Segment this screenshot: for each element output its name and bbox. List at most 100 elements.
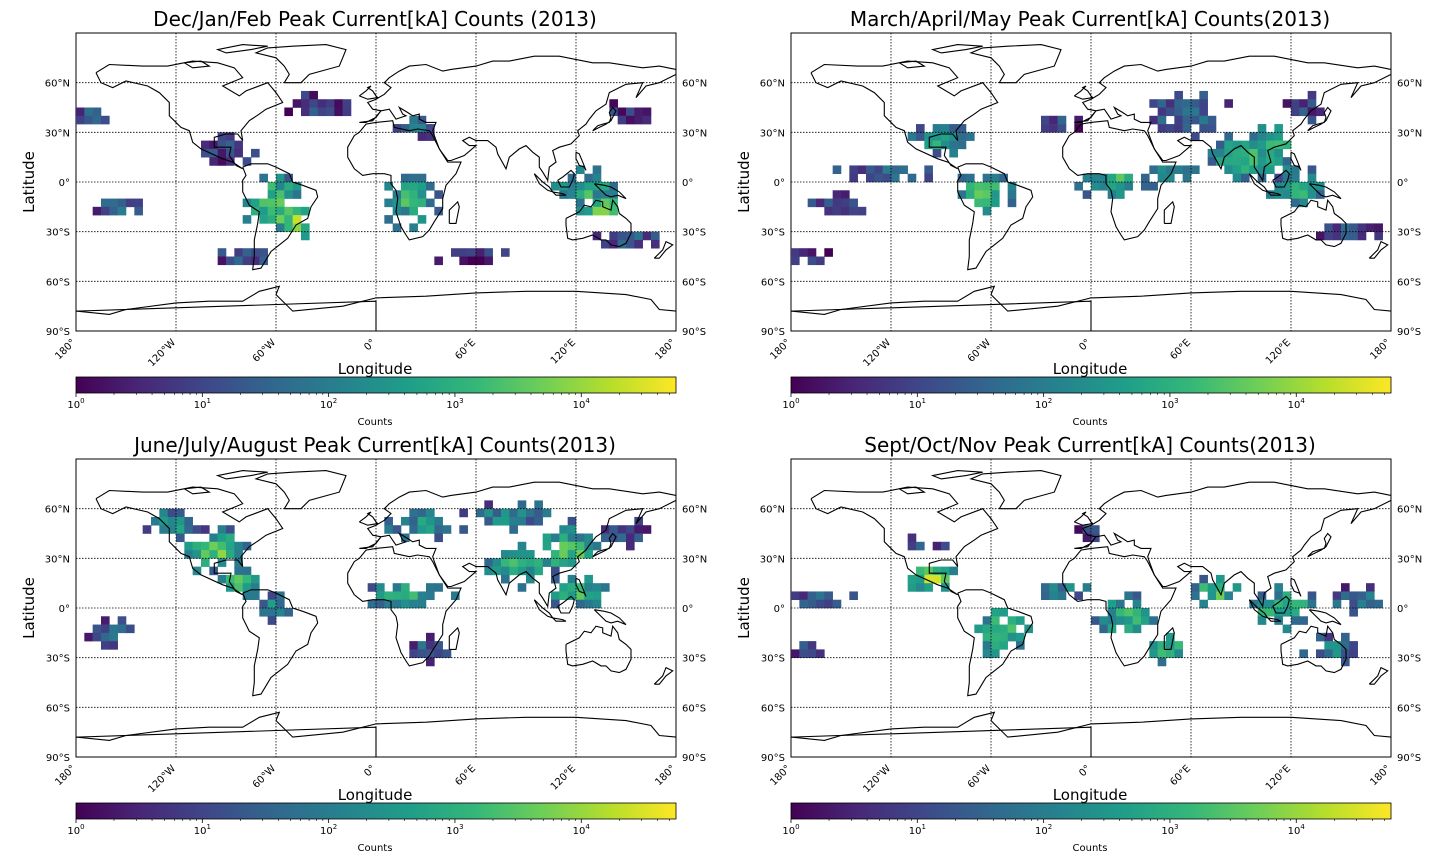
- heatmap-cell: [1266, 608, 1275, 617]
- heatmap-cell: [184, 550, 193, 559]
- x-tick-label: 0°: [1077, 763, 1093, 779]
- heatmap-cell: [417, 508, 427, 518]
- heatmap-cell: [966, 173, 975, 183]
- heatmap-cell: [567, 574, 577, 584]
- heatmap-cell: [1149, 649, 1158, 658]
- heatmap-cell: [982, 632, 992, 642]
- colorbar-tick-label: 100: [67, 397, 84, 411]
- heatmap-cell: [1124, 182, 1133, 191]
- heatmap-cell: [92, 107, 102, 117]
- heatmap-cell: [1249, 157, 1258, 166]
- heatmap-cell: [982, 182, 992, 191]
- heatmap-cell: [1274, 157, 1283, 166]
- heatmap-cell: [242, 541, 252, 551]
- heatmap-cell: [1149, 616, 1158, 625]
- heatmap-cell: [626, 231, 635, 241]
- heatmap-cell: [434, 525, 443, 534]
- coastline: [242, 589, 319, 697]
- coastline: [899, 486, 926, 495]
- heatmap-cell: [242, 198, 252, 208]
- heatmap-cell: [609, 198, 618, 208]
- heatmap-cell: [991, 198, 1000, 208]
- heatmap-cell: [217, 550, 227, 559]
- heatmap-cell: [176, 516, 185, 526]
- heatmap-cell: [1266, 599, 1275, 609]
- heatmap-cell: [849, 206, 858, 216]
- heatmap-cell: [924, 574, 933, 584]
- x-tick-label: 120°E: [549, 763, 578, 792]
- heatmap-cell: [941, 140, 950, 150]
- colorbar-tick-label: 104: [1288, 823, 1306, 837]
- heatmap-cell: [484, 516, 493, 526]
- chart-djf: Dec/Jan/Feb Peak Current[kA] Counts (201…: [20, 7, 707, 428]
- colorbar-tick-label: 103: [446, 823, 463, 837]
- heatmap-cell: [567, 558, 577, 567]
- heatmap-cell: [1241, 157, 1250, 166]
- heatmap-cell: [409, 223, 418, 232]
- heatmap-cell: [76, 107, 85, 117]
- heatmap-cell: [1257, 157, 1267, 166]
- y-tick-label: 0°: [59, 604, 70, 615]
- heatmap-cell: [1207, 591, 1217, 601]
- heatmap-cell: [1191, 99, 1200, 108]
- heatmap-cell: [1349, 223, 1358, 232]
- heatmap-cell: [991, 649, 1000, 658]
- heatmap-cell: [634, 525, 643, 534]
- heatmap-cell: [816, 198, 825, 208]
- heatmap-cell: [1132, 624, 1142, 634]
- heatmap-cell: [1232, 583, 1242, 592]
- heatmap-cell: [551, 599, 560, 609]
- heatmap-cell: [576, 165, 585, 175]
- heatmap-cell: [267, 599, 277, 609]
- heatmap-cell: [1232, 165, 1242, 175]
- heatmap-cell: [1091, 182, 1100, 191]
- heatmap-cell: [84, 632, 93, 642]
- heatmap-cell: [267, 608, 277, 617]
- heatmap-cell: [559, 550, 568, 559]
- heatmap-cell: [609, 182, 618, 191]
- coastline: [1073, 511, 1094, 526]
- coastline: [347, 546, 462, 667]
- colorbar-tick-label: 104: [573, 823, 591, 837]
- coastline: [359, 55, 676, 182]
- heatmap-cell: [1274, 140, 1283, 150]
- heatmap-cell: [509, 558, 518, 567]
- heatmap-cell: [982, 616, 992, 625]
- heatmap-cell: [1257, 608, 1267, 617]
- heatmap-cell: [234, 566, 243, 576]
- heatmap-cell: [1291, 190, 1300, 199]
- x-tick-label: 180°: [653, 763, 678, 788]
- heatmap-cell: [234, 583, 243, 592]
- heatmap-cell: [426, 508, 435, 518]
- heatmap-cell: [1282, 140, 1292, 150]
- heatmap-cell: [242, 215, 252, 224]
- heatmap-cell: [592, 190, 602, 199]
- heatmap-cell: [101, 632, 110, 642]
- heatmap-cell: [209, 533, 218, 543]
- heatmap-cell: [1324, 231, 1333, 241]
- heatmap-cell: [526, 574, 535, 584]
- heatmap-cell: [217, 533, 227, 543]
- heatmap-cell: [1307, 90, 1317, 100]
- heatmap-cell: [409, 649, 418, 658]
- heatmap-cell: [1341, 632, 1350, 642]
- x-tick-label: 180°: [1368, 337, 1393, 362]
- coastline: [1062, 120, 1177, 241]
- heatmap-cell: [791, 256, 800, 266]
- panel-djf: Dec/Jan/Feb Peak Current[kA] Counts (201…: [0, 0, 720, 432]
- heatmap-cell: [626, 239, 635, 249]
- y-tick-label: 0°: [774, 604, 785, 615]
- y-tick-label: 30°S: [46, 228, 70, 239]
- heatmap-cell: [1332, 591, 1342, 601]
- heatmap-cell: [267, 591, 277, 601]
- heatmap-cell: [1082, 525, 1092, 534]
- heatmap-cell: [559, 558, 568, 567]
- heatmap-cell: [326, 99, 335, 108]
- heatmap-cell: [651, 231, 660, 241]
- heatmap-cell: [1341, 649, 1350, 658]
- heatmap-cell: [576, 583, 585, 592]
- heatmap-cell: [1082, 190, 1092, 199]
- heatmap-cell: [226, 550, 235, 559]
- heatmap-cell: [226, 525, 235, 534]
- heatmap-cell: [1224, 132, 1233, 141]
